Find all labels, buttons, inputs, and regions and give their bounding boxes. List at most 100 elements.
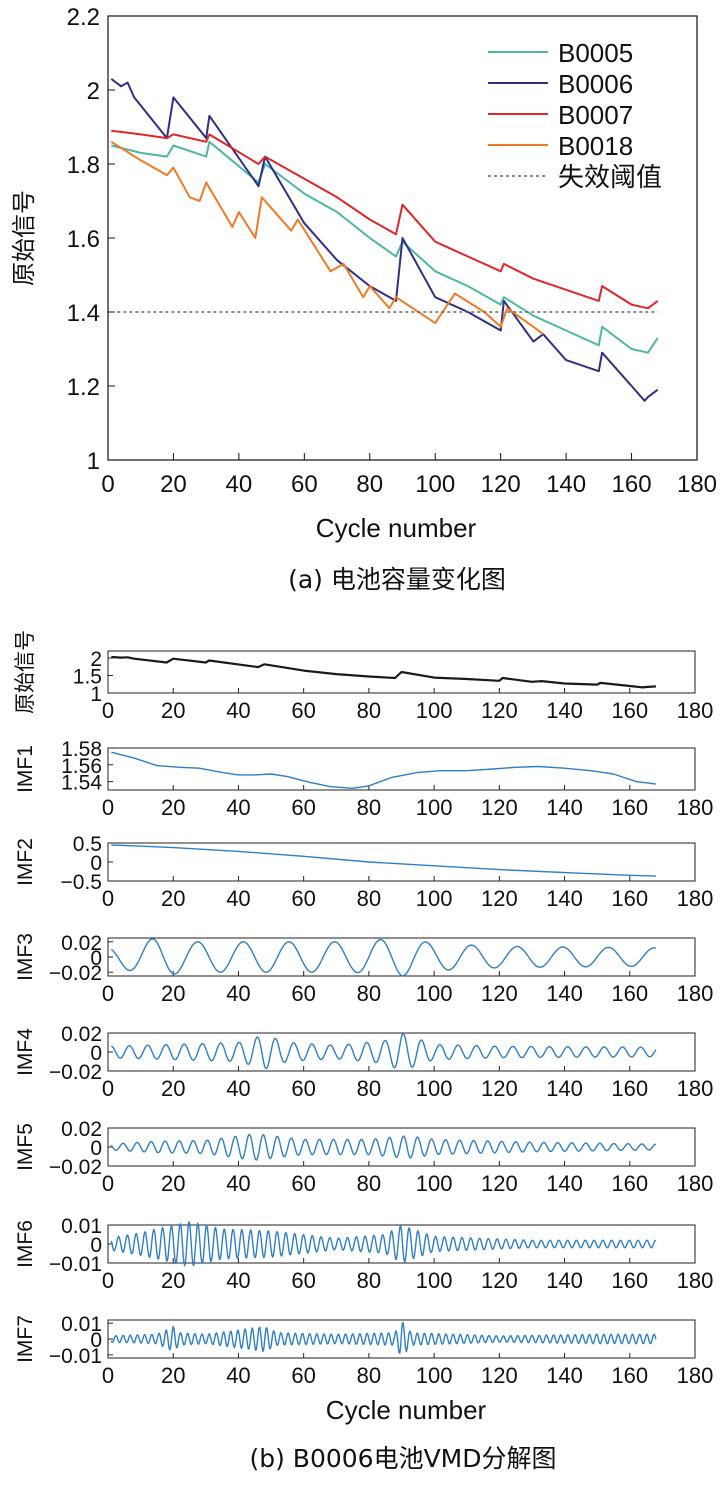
- x-tick-label: 160: [611, 1363, 648, 1388]
- subplot-IMF1: 1.581.561.540 20 40 60 80 100 120 140 160 180 IMF1: [14, 738, 713, 820]
- subplot-series-IMF4: [111, 1032, 657, 1070]
- subplot-series-IMF3: [110, 938, 657, 977]
- y-tick-label: 0: [90, 852, 102, 875]
- x-tick-label: 0: [102, 698, 114, 723]
- x-tick-label: 120: [481, 795, 518, 820]
- subplot-frame: [107, 747, 696, 791]
- x-tick-label: 0: [102, 1268, 114, 1293]
- y-tick-label: 1.56: [61, 755, 102, 778]
- x-tick-label: 60: [291, 981, 315, 1006]
- panel-a: 0 20 40 60 80 100 120 140 160 180 1 1.2 1.4 1.6 1.8 2 2.…: [10, 4, 717, 594]
- x-tick-label: 20: [161, 1268, 185, 1293]
- x-tick-label: 20: [161, 1363, 185, 1388]
- x-tick-label: 0: [102, 1171, 114, 1196]
- x-tick-label: 40: [226, 471, 253, 498]
- y-tick-label: 0.02: [61, 932, 102, 955]
- panel-a-ticks: 0 20 40 60 80 100 120 140 160 180 1 1.2 1.4 1.6 1.8 2 2.…: [67, 4, 717, 498]
- x-tick-label: 160: [611, 981, 648, 1006]
- y-tick-label: 2: [87, 78, 100, 105]
- x-tick-label: 120: [481, 1171, 518, 1196]
- x-tick-label: 100: [416, 1268, 453, 1293]
- y-tick-label: 0: [90, 1234, 102, 1257]
- x-tick-label: 100: [416, 1363, 453, 1388]
- panel-b: 21.510 20 40 60 80 100 120 140 160 180原始信号1.581.5…: [13, 630, 713, 1473]
- x-tick-label: 0: [102, 1076, 114, 1101]
- x-tick-label: 0: [102, 981, 114, 1006]
- x-tick-label: 20: [161, 1076, 185, 1101]
- x-tick-label: 180: [677, 471, 717, 498]
- x-tick-label: 180: [677, 886, 714, 911]
- x-tick-label: 100: [415, 471, 455, 498]
- x-tick-label: 20: [161, 795, 185, 820]
- subplot-ylabel: IMF1: [14, 745, 37, 793]
- y-tick-label: 0: [90, 947, 102, 970]
- x-tick-label: 60: [291, 1268, 315, 1293]
- x-tick-label: 180: [677, 981, 714, 1006]
- x-tick-label: 80: [357, 795, 381, 820]
- series-line-B0007: [111, 129, 659, 310]
- legend-label-失效阈值: 失效阈值: [558, 163, 662, 193]
- y-tick-label: −0.02: [49, 1061, 102, 1084]
- x-tick-label: 60: [291, 886, 315, 911]
- panel-a-ylabel: 原始信号: [10, 190, 38, 286]
- subplot-series-IMF5: [110, 1133, 657, 1161]
- x-tick-label: 100: [416, 886, 453, 911]
- x-tick-label: 140: [546, 1268, 583, 1293]
- y-tick-label: −0.02: [49, 962, 102, 985]
- x-tick-label: 0: [101, 471, 114, 498]
- x-tick-label: 140: [546, 1363, 583, 1388]
- subplot-frame: [107, 937, 696, 977]
- x-tick-label: 160: [611, 795, 648, 820]
- y-tick-label: 1: [87, 448, 100, 475]
- x-tick-label: 180: [677, 1171, 714, 1196]
- y-tick-label: 2.2: [67, 4, 100, 31]
- x-tick-label: 80: [356, 471, 383, 498]
- x-tick-label: 20: [161, 886, 185, 911]
- y-tick-label: 1.8: [67, 152, 100, 179]
- x-tick-label: 180: [677, 1076, 714, 1101]
- x-tick-label: 60: [291, 1076, 315, 1101]
- y-tick-label: −0.02: [49, 1156, 102, 1179]
- y-tick-label: −0.5: [61, 871, 102, 894]
- x-tick-label: 80: [357, 981, 381, 1006]
- y-tick-label: 1: [90, 683, 102, 706]
- legend-label-B0018: B0018: [558, 131, 633, 161]
- y-tick-label: 0.01: [61, 1215, 102, 1238]
- x-tick-label: 100: [416, 1171, 453, 1196]
- y-tick-label: 1.2: [67, 374, 100, 401]
- subplot-series-IMF2: [111, 844, 656, 877]
- x-tick-label: 160: [611, 886, 648, 911]
- subplot-ylabel: IMF5: [14, 1123, 37, 1171]
- subplot-series-IMF1: [111, 751, 656, 789]
- x-tick-label: 20: [161, 698, 185, 723]
- series-line-B0006: [110, 78, 659, 402]
- panel-a-series: [110, 78, 659, 402]
- x-tick-label: 40: [226, 698, 250, 723]
- x-tick-label: 40: [226, 1171, 250, 1196]
- y-tick-label: 1.54: [61, 772, 102, 795]
- x-tick-label: 20: [161, 981, 185, 1006]
- x-tick-label: 120: [481, 1268, 518, 1293]
- panel-b-caption: (b) B0006电池VMD分解图: [249, 1444, 556, 1473]
- x-tick-label: 60: [291, 1171, 315, 1196]
- subplot-ylabel: IMF2: [14, 838, 37, 886]
- x-tick-label: 80: [357, 1171, 381, 1196]
- x-tick-label: 80: [357, 698, 381, 723]
- legend-label-B0006: B0006: [558, 69, 633, 99]
- y-tick-label: −0.01: [49, 1345, 102, 1368]
- x-tick-label: 120: [481, 981, 518, 1006]
- subplot-frame: [107, 650, 696, 694]
- panel-b-xlabel: Cycle number: [326, 1395, 487, 1425]
- x-tick-label: 80: [357, 1363, 381, 1388]
- x-tick-label: 160: [611, 1076, 648, 1101]
- panel-a-caption: (a) 电池容量变化图: [288, 565, 506, 594]
- subplot-series-原始信号: [111, 655, 656, 689]
- x-tick-label: 40: [226, 981, 250, 1006]
- subplot-series-IMF6: [110, 1221, 657, 1267]
- x-tick-label: 120: [481, 698, 518, 723]
- x-tick-label: 60: [291, 698, 315, 723]
- x-tick-label: 180: [677, 1363, 714, 1388]
